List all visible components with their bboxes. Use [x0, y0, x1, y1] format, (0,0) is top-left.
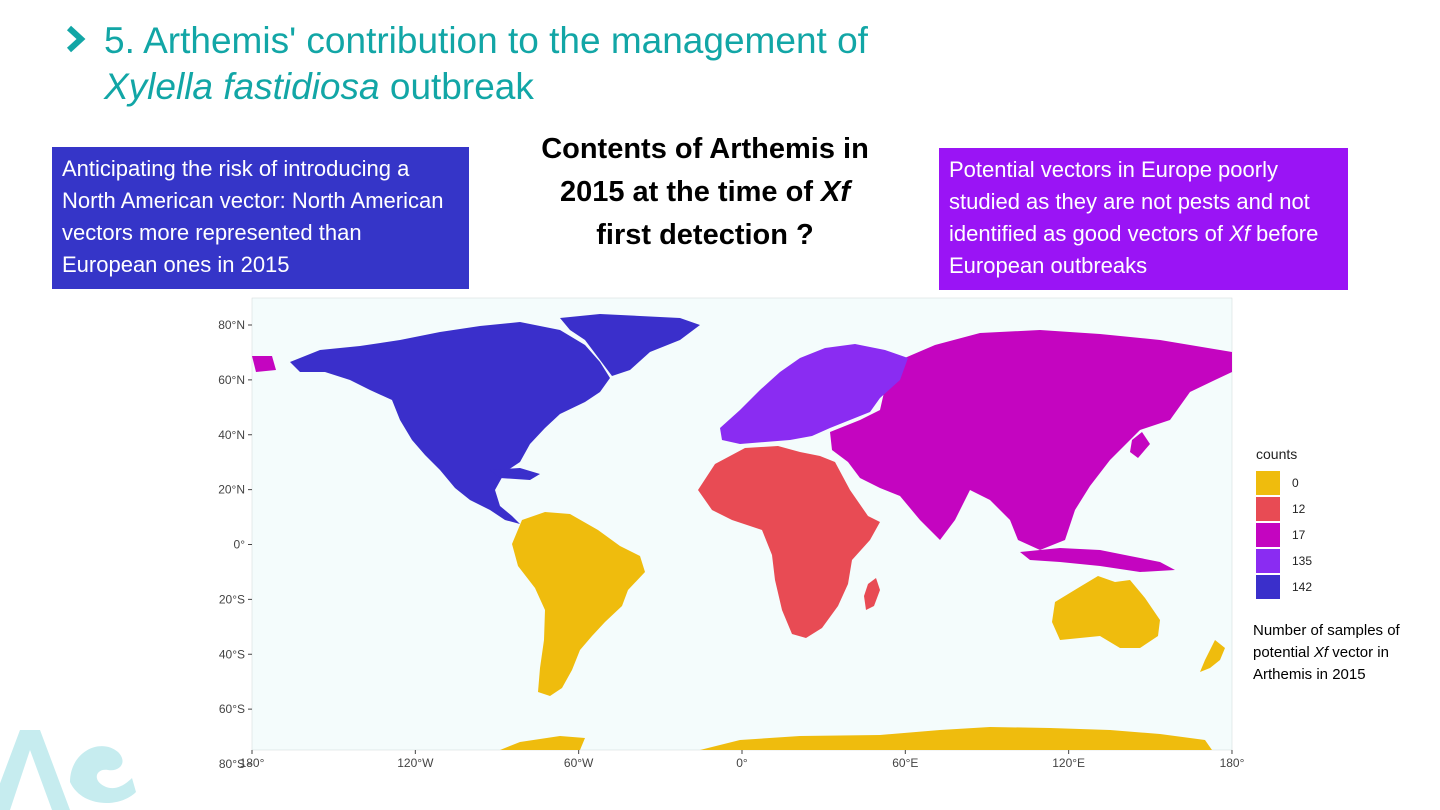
- title-suffix: outbreak: [379, 66, 534, 107]
- region-caribbean: [490, 468, 540, 480]
- lon-tick-label: 0°: [736, 756, 748, 770]
- chevron-right-icon: [66, 25, 86, 53]
- legend-value: 142: [1292, 580, 1313, 594]
- lat-tick-label: 40°S: [219, 647, 245, 661]
- lat-tick-label: 20°N: [218, 483, 245, 497]
- region-europe: [720, 344, 908, 444]
- region-south-america: [512, 512, 645, 696]
- lon-tick-label: 180°: [1220, 756, 1245, 770]
- legend-value: 0: [1292, 476, 1299, 490]
- legend-items: 0 12 17 135 142: [1256, 470, 1312, 600]
- region-chukotka: [252, 356, 276, 372]
- region-antarctica: [500, 727, 1212, 750]
- map-lon-axis: 180° 120°W 60°W 0° 60°E 120°E 180°: [240, 750, 1245, 770]
- region-indonesia: [1020, 548, 1175, 572]
- map-legend: counts 0 12 17 135 142: [1256, 446, 1312, 600]
- lon-tick-label: 60°W: [564, 756, 594, 770]
- lon-tick-label: 60°E: [892, 756, 918, 770]
- legend-swatch: [1256, 497, 1280, 521]
- lat-tick-label: 20°S: [219, 592, 245, 606]
- legend-item: 17: [1256, 522, 1312, 548]
- region-japan: [1130, 432, 1150, 458]
- question-line-1: Contents of Arthemis in: [541, 133, 869, 165]
- legend-value: 17: [1292, 528, 1306, 542]
- lon-tick-label: 120°W: [397, 756, 434, 770]
- question-xf: Xf: [821, 176, 851, 208]
- region-madagascar: [864, 578, 880, 610]
- legend-swatch: [1256, 523, 1280, 547]
- legend-swatch: [1256, 575, 1280, 599]
- region-new-zealand: [1200, 640, 1225, 672]
- legend-value: 12: [1292, 502, 1306, 516]
- europe-note-text-a: Potential vectors in Europe poorly studi…: [949, 157, 1310, 246]
- question-line-2: 2015 at the time of Xf: [500, 171, 910, 214]
- legend-item: 135: [1256, 548, 1312, 574]
- lon-tick-label: 120°E: [1052, 756, 1085, 770]
- species-name: Xylella fastidiosa: [104, 66, 380, 107]
- arthemis-logo-mark: [0, 730, 136, 810]
- question-line-3: first detection ?: [596, 219, 814, 251]
- legend-title: counts: [1256, 446, 1298, 462]
- map-lat-axis: 80°N 60°N 40°N 20°N 0° 20°S 40°S 60°S 80°S: [218, 318, 252, 771]
- region-asia: [830, 330, 1232, 550]
- lat-tick-label: 0°: [234, 538, 246, 552]
- europe-note-box: Potential vectors in Europe poorly studi…: [939, 148, 1348, 290]
- lat-tick-label: 80°N: [218, 318, 245, 332]
- lat-tick-label: 80°S: [219, 757, 245, 771]
- caption-text-a: Number of samples of potential: [1253, 622, 1400, 661]
- north-america-note-box: Anticipating the risk of introducing a N…: [52, 147, 469, 289]
- map-question-heading: Contents of Arthemis in 2015 at the time…: [500, 128, 910, 257]
- lat-tick-label: 60°N: [218, 373, 245, 387]
- title-line-1: 5. Arthemis' contribution to the managem…: [104, 20, 868, 61]
- europe-note-xf: Xf: [1229, 221, 1250, 246]
- caption-text-b: vector in Arthemis in 2015: [1253, 644, 1389, 683]
- legend-item: 142: [1256, 574, 1312, 600]
- region-greenland: [560, 314, 700, 376]
- legend-item: 0: [1256, 470, 1312, 496]
- lat-tick-label: 40°N: [218, 428, 245, 442]
- region-africa: [698, 446, 880, 638]
- title-line-2: Xylella fastidiosa outbreak: [104, 64, 534, 110]
- question-line-2-text: 2015 at the time of: [559, 176, 822, 208]
- legend-item: 12: [1256, 496, 1312, 522]
- legend-caption: Number of samples of potential Xf vector…: [1253, 620, 1423, 686]
- legend-swatch: [1256, 471, 1280, 495]
- lat-tick-label: 60°S: [219, 702, 245, 716]
- region-australia: [1052, 576, 1160, 648]
- lon-tick-label: 180°: [240, 756, 265, 770]
- caption-xf: Xf: [1313, 644, 1329, 661]
- region-north-america: [290, 322, 610, 524]
- legend-swatch: [1256, 549, 1280, 573]
- legend-value: 135: [1292, 554, 1313, 568]
- europe-note-text-b: before European outbreaks: [949, 221, 1319, 278]
